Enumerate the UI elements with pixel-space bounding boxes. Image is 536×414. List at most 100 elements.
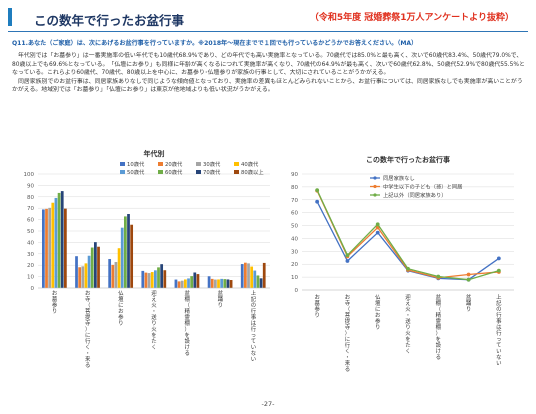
legend-marker	[373, 184, 377, 189]
svg-text:い: い	[251, 356, 256, 363]
line-chart-svg: この数年で行ったお盆行事0102030405060708090お墓参りお寺（菩提…	[291, 155, 514, 373]
bar	[262, 262, 266, 288]
svg-text:り: り	[314, 312, 319, 319]
page-subtitle: （令和5年度 冠婚葬祭1万人アンケートより抜粋）	[309, 13, 514, 23]
svg-text:り: り	[405, 324, 410, 331]
bar	[117, 248, 121, 288]
svg-text:り: り	[218, 302, 223, 309]
legend-label: 50歳代	[127, 168, 145, 176]
svg-text:は: は	[496, 324, 502, 331]
svg-text:行: 行	[85, 337, 91, 345]
y-tick-label: 60	[291, 211, 298, 217]
svg-text:は: は	[251, 320, 257, 327]
y-tick-label: 80	[291, 185, 298, 191]
series-line	[316, 190, 499, 279]
svg-text:棚: 棚	[184, 295, 189, 303]
svg-text:壇: 壇	[375, 299, 381, 307]
data-point	[406, 266, 410, 271]
svg-text:棚: 棚	[184, 319, 189, 327]
page-header: この数年で行ったお盆行事 （令和5年度 冠婚葬祭1万人アンケートより抜粋）	[0, 0, 536, 32]
bar	[177, 281, 181, 288]
bar	[78, 267, 82, 288]
svg-text:事: 事	[251, 313, 257, 321]
y-tick-label: 90	[27, 183, 34, 189]
bar	[223, 279, 227, 288]
bar	[253, 270, 257, 288]
svg-text:お: お	[85, 290, 91, 297]
svg-text:菩: 菩	[85, 307, 91, 315]
y-tick-label: 20	[291, 262, 298, 268]
svg-text:記: 記	[251, 295, 257, 303]
y-tick-label: 0	[31, 286, 35, 292]
legend-swatch	[158, 162, 163, 166]
header-accent-bar	[8, 8, 12, 26]
page-title: この数年で行ったお盆行事	[34, 13, 185, 28]
svg-text:寺: 寺	[345, 299, 351, 307]
bar	[256, 275, 260, 288]
x-category-label: 盆踊り	[466, 293, 472, 313]
bar	[51, 202, 55, 288]
svg-text:棚: 棚	[436, 323, 441, 331]
y-tick-label: 50	[291, 224, 298, 230]
svg-text:盆: 盆	[184, 289, 190, 297]
svg-text:提: 提	[345, 317, 351, 325]
data-point	[375, 222, 380, 227]
bar	[196, 274, 200, 288]
svg-text:り: り	[151, 320, 156, 327]
svg-text:お: お	[345, 294, 351, 301]
legend-label: 20歳代	[165, 160, 183, 168]
bar-chart-svg: 年代別0102030405060708090100お墓参りお寺（菩提寺）に行く・…	[24, 149, 270, 369]
svg-text:盆: 盆	[436, 293, 442, 301]
legend-swatch	[196, 162, 201, 166]
chart-title: この数年で行ったお盆行事	[366, 155, 450, 164]
data-point	[496, 256, 501, 261]
svg-text:っ: っ	[496, 337, 501, 343]
svg-text:火: 火	[405, 331, 411, 337]
svg-text:迎: 迎	[151, 289, 157, 297]
bar	[147, 273, 151, 288]
x-category-label: お墓参り	[314, 294, 320, 319]
bar	[220, 278, 224, 288]
y-tick-label: 70	[27, 206, 34, 212]
bar	[190, 276, 194, 288]
legend-marker	[373, 176, 377, 180]
svg-text:る: る	[436, 354, 441, 361]
bar	[247, 263, 250, 288]
legend-label: 80歳以上	[241, 168, 264, 176]
y-tick-label: 20	[27, 263, 34, 269]
svg-text:に: に	[85, 332, 90, 339]
data-point	[345, 259, 350, 263]
svg-text:に: に	[345, 336, 350, 343]
svg-text:行: 行	[496, 329, 502, 337]
bar	[244, 262, 247, 288]
bar	[207, 276, 211, 288]
x-category-label: 仏壇にお参り	[118, 291, 124, 327]
svg-text:）: ）	[436, 330, 441, 337]
svg-text:い: い	[496, 360, 501, 367]
bar	[226, 279, 230, 288]
svg-text:記: 記	[496, 299, 502, 307]
svg-text:る: る	[184, 350, 189, 357]
bar	[193, 272, 197, 288]
y-tick-label: 40	[291, 236, 298, 242]
bar	[48, 207, 52, 288]
legend-swatch	[196, 170, 201, 174]
svg-text:な: な	[496, 354, 502, 361]
svg-text:）: ）	[345, 330, 350, 337]
paragraph-age: 年代別では「お墓参り」は一番実施率の低い年代でも10歳代68.9%であり、どの年…	[12, 53, 525, 77]
data-point	[436, 274, 441, 279]
svg-text:上: 上	[251, 289, 257, 297]
header-divider	[8, 31, 528, 32]
svg-text:盆: 盆	[218, 289, 224, 297]
bar	[114, 262, 118, 288]
svg-text:行: 行	[251, 325, 257, 333]
legend-label: 上記以外（同居家族あり）	[383, 191, 447, 199]
svg-text:・: ・	[151, 309, 156, 315]
svg-text:お: お	[118, 308, 124, 315]
svg-text:に: に	[375, 306, 380, 313]
x-category-label: お寺（菩提寺）に行く・来る	[345, 294, 351, 373]
svg-text:行: 行	[496, 311, 502, 319]
svg-text:寺: 寺	[85, 295, 91, 303]
